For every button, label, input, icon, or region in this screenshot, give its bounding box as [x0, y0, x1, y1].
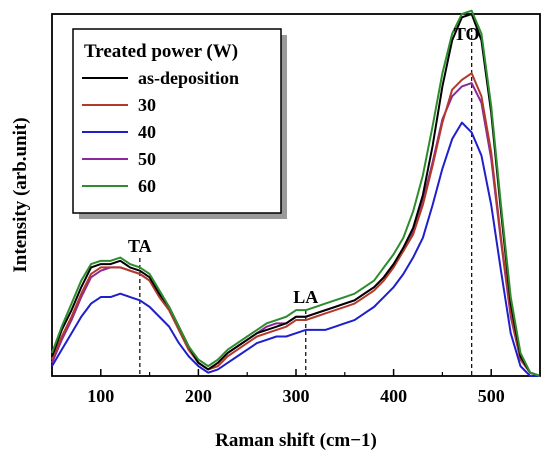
legend-title: Treated power (W)	[84, 41, 238, 62]
x-tick-label: 100	[87, 386, 114, 406]
series-line-40	[51, 121, 540, 377]
x-tick-label: 200	[185, 386, 212, 406]
legend-label: 40	[138, 122, 156, 142]
series-line-30	[51, 72, 541, 377]
series-layer	[51, 9, 541, 377]
peak-labels: TA LA TO	[128, 24, 480, 307]
peak-label-to: TO	[454, 24, 480, 44]
x-axis-label: Raman shift (cm−1)	[215, 430, 377, 451]
peak-label-ta: TA	[128, 236, 152, 256]
plot-area: 100 200 300 400 500	[51, 9, 541, 406]
peak-label-la: LA	[293, 287, 318, 307]
y-axis-label: Intensity (arb.unit)	[10, 117, 31, 272]
legend-label: 60	[138, 176, 156, 196]
legend-label: as-deposition	[138, 68, 239, 88]
legend-box	[72, 28, 282, 214]
series-line-60	[51, 9, 541, 377]
x-tick-label: 400	[380, 386, 407, 406]
x-tick-label: 500	[478, 386, 505, 406]
x-tick-label: 300	[283, 386, 310, 406]
legend-label: 30	[138, 95, 156, 115]
legend-items: as-deposition 30 40 50 60	[82, 68, 239, 196]
series-line-as-deposition	[51, 13, 541, 377]
x-axis-ticks: 100 200 300 400 500	[51, 369, 541, 406]
legend-label: 50	[138, 149, 156, 169]
legend: Treated power (W) as-deposition 30 40 50 60	[72, 28, 287, 219]
